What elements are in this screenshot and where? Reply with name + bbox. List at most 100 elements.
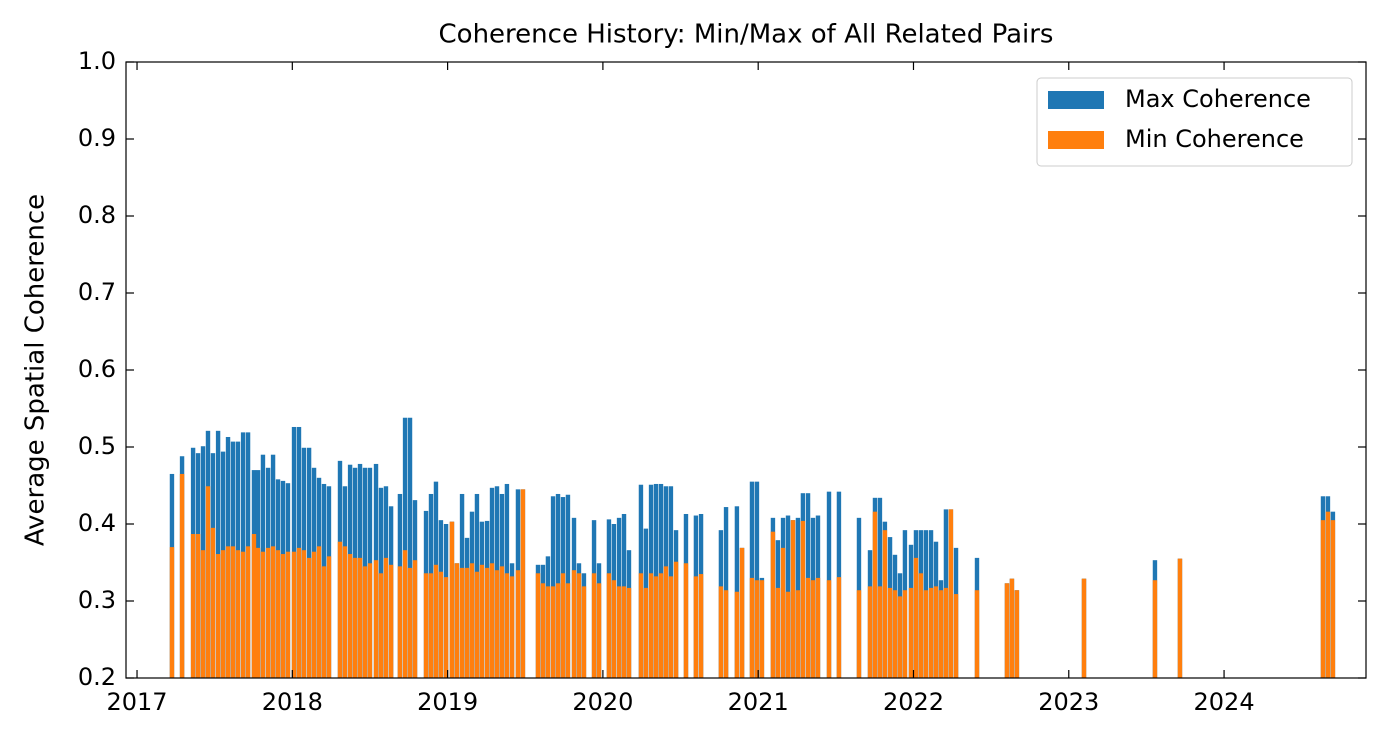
bar [169, 547, 175, 678]
bar [484, 567, 490, 678]
chart-title: Coherence History: Min/Max of All Relate… [439, 20, 1054, 50]
bar [856, 590, 862, 678]
bar [504, 573, 510, 678]
bar [316, 546, 322, 678]
bar [240, 551, 246, 678]
x-tick-label: 2022 [883, 688, 944, 716]
bar [805, 577, 811, 678]
bar [643, 587, 649, 678]
bar [1081, 578, 1087, 678]
bar [245, 546, 251, 678]
bar [867, 586, 873, 678]
bar [560, 573, 566, 678]
bar [918, 573, 924, 678]
bar [215, 554, 221, 678]
bar [698, 574, 704, 678]
bar [576, 573, 582, 678]
bar [795, 590, 801, 678]
bar [520, 489, 526, 678]
bar [367, 563, 373, 678]
bar [693, 576, 699, 678]
y-tick-label: 0.4 [78, 509, 116, 537]
bar [397, 566, 403, 678]
bar [923, 590, 929, 678]
bar [515, 570, 521, 678]
y-axis-label: Average Spatial Coherence [21, 194, 51, 546]
legend-label: Min Coherence [1125, 125, 1304, 153]
bar [1009, 578, 1015, 678]
bar [352, 557, 358, 678]
bar [887, 587, 893, 678]
bar [653, 576, 659, 678]
bar [373, 560, 379, 678]
bar [933, 586, 939, 678]
bar [1177, 558, 1183, 678]
bar [565, 583, 571, 678]
bar [882, 530, 888, 678]
bar [948, 509, 954, 678]
bar [443, 577, 449, 678]
bar [1152, 580, 1158, 678]
y-tick-label: 0.2 [78, 663, 116, 691]
bar [407, 567, 413, 678]
bar [464, 567, 470, 678]
bar [535, 573, 541, 678]
bar [581, 586, 587, 678]
bar [902, 590, 908, 678]
bar [179, 473, 185, 678]
bar [754, 580, 760, 678]
bar [723, 590, 729, 678]
bar [780, 547, 786, 678]
bar [326, 556, 332, 678]
bar [836, 577, 842, 678]
bar [626, 587, 632, 678]
legend-box [1036, 77, 1353, 167]
bar [892, 590, 898, 678]
x-tick-label: 2021 [728, 688, 789, 716]
bar [321, 566, 327, 678]
bar [433, 564, 439, 678]
bar [928, 587, 934, 678]
bar [285, 551, 291, 678]
bar [1320, 520, 1326, 678]
bar [1325, 511, 1331, 678]
bar [555, 583, 561, 678]
bar [663, 566, 669, 678]
bar [775, 587, 781, 678]
bar [790, 520, 796, 678]
bar [449, 521, 455, 678]
bar [938, 590, 944, 678]
bar [251, 534, 257, 678]
bar [296, 547, 302, 678]
bar [509, 576, 515, 678]
bar [734, 591, 740, 678]
y-tick-label: 0.7 [78, 278, 116, 306]
bar [540, 583, 546, 678]
bar [412, 560, 418, 678]
bar [739, 547, 745, 678]
bar [220, 550, 226, 678]
bar [235, 550, 241, 678]
bar [1330, 520, 1336, 678]
bar [683, 563, 689, 678]
bar [974, 590, 980, 678]
x-tick-label: 2019 [417, 688, 478, 716]
y-tick-label: 0.9 [78, 124, 116, 152]
bar [301, 550, 307, 678]
bar [759, 580, 765, 678]
bar [260, 551, 266, 678]
bar [953, 594, 959, 678]
y-tick-label: 1.0 [78, 47, 116, 75]
bar [205, 486, 211, 678]
bar [383, 557, 389, 678]
bar [402, 550, 408, 678]
y-tick-label: 0.5 [78, 432, 116, 460]
bar [658, 573, 664, 678]
bar [749, 577, 755, 678]
bar [815, 577, 821, 678]
bar [474, 571, 480, 678]
bar [1014, 590, 1020, 678]
bar [190, 534, 196, 678]
bar [754, 481, 760, 678]
